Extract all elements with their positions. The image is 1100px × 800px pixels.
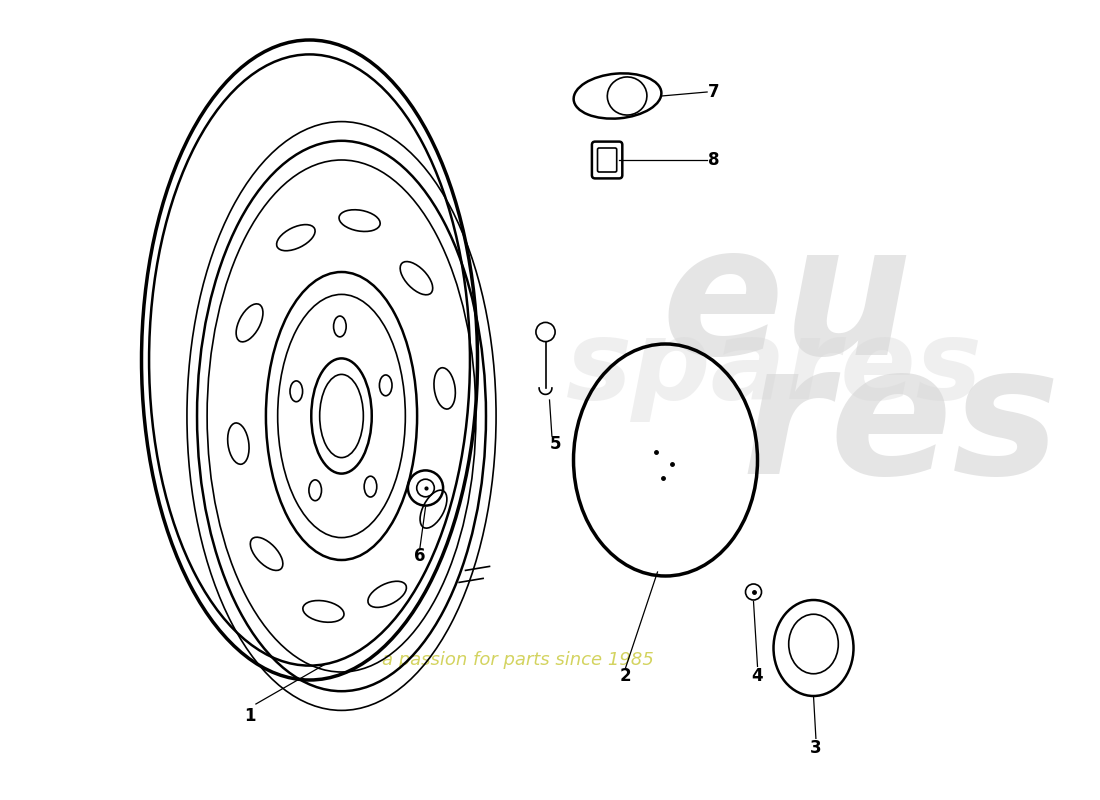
Text: 6: 6 [415,547,426,565]
Text: eu: eu [661,216,912,392]
Text: 8: 8 [707,151,719,169]
Text: 3: 3 [810,739,822,757]
Text: res: res [741,336,1060,512]
Text: spares: spares [565,314,982,422]
Text: 1: 1 [244,707,255,725]
Text: a passion for parts since 1985: a passion for parts since 1985 [382,651,653,669]
Text: 7: 7 [707,83,719,101]
Text: 5: 5 [550,435,562,453]
Text: 4: 4 [751,667,763,685]
Text: 2: 2 [619,667,631,685]
